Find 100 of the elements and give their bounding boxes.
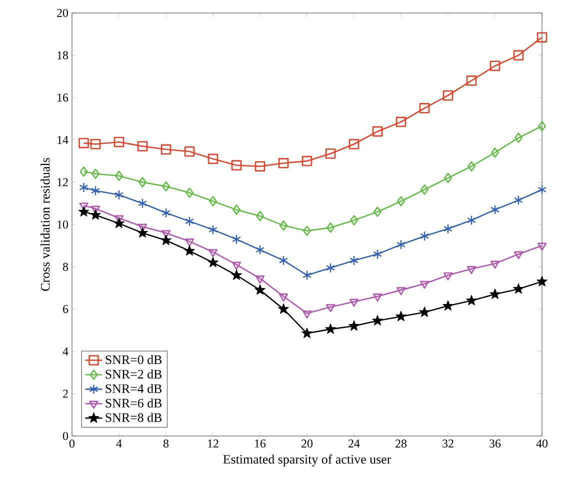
legend-label: SNR=2 dB [106,369,162,379]
y-axis-title: Cross validation residuals [40,158,50,291]
point [326,262,335,273]
legend-label: SNR=4 dB [106,384,162,394]
point [278,303,289,314]
point [162,181,170,192]
point [185,188,194,198]
point [160,234,172,246]
point [325,148,336,159]
point [514,251,524,260]
point [513,50,524,60]
point [302,226,312,236]
point [490,60,500,72]
point [208,256,218,268]
point [254,161,266,172]
x-tick-label: 20 [302,440,313,448]
point [372,126,383,137]
point [302,310,312,318]
point [466,294,477,306]
point [373,206,382,217]
y-tick-label: 14 [58,136,68,144]
point [232,234,241,244]
point [420,184,429,195]
point [396,310,406,322]
x-tick-label: 24 [348,440,360,448]
point [444,224,452,234]
point [80,166,88,177]
point [137,141,148,152]
y-tick-label: 20 [57,8,68,18]
point [372,294,382,302]
point [420,280,430,289]
x-tick-label: 12 [208,440,218,448]
y-tick-label: 8 [62,262,68,271]
x-tick-label: 8 [163,440,169,448]
point [185,216,194,226]
point [419,103,430,114]
x-tick-label: 16 [255,440,266,448]
point [302,270,312,280]
x-tick-label: 40 [536,440,548,448]
point [208,154,218,164]
point [255,276,265,284]
y-tick-label: 12 [58,178,68,186]
point [442,300,454,311]
point [91,186,100,196]
point [278,294,288,302]
point [208,249,218,258]
y-tick-label: 10 [58,220,68,229]
point [91,168,100,179]
point [419,306,430,317]
point [466,266,476,274]
point [114,218,124,228]
point [325,324,336,334]
point [513,283,524,294]
point [160,144,172,155]
point [78,138,89,148]
y-tick-label: 18 [58,51,68,60]
point [279,220,288,231]
point [373,249,382,260]
point [490,260,500,269]
point [490,288,500,299]
x-axis-title: Estimated sparsity of active user [223,454,392,466]
y-tick-label: 4 [62,347,68,356]
point [254,284,266,295]
point [208,196,218,206]
point [184,245,195,256]
point [350,255,358,266]
legend-label: SNR=8 dB [106,412,162,422]
point [536,32,548,42]
point [350,215,358,226]
point [490,147,500,158]
point [538,184,546,195]
point [90,138,101,150]
point [302,156,312,166]
x-tick-label: 28 [396,440,407,448]
point [490,204,500,215]
point [90,206,100,214]
point [161,230,171,238]
point [537,242,547,251]
point [138,224,148,232]
point [466,76,477,86]
x-tick-label: 4 [116,440,122,448]
y-tick-label: 0 [62,432,68,440]
y-tick-label: 16 [58,94,68,102]
point [444,172,452,184]
x-tick-label: 32 [442,440,454,448]
point [114,190,124,200]
point [396,287,406,296]
point [302,328,312,338]
point [138,198,147,208]
point [396,116,406,128]
x-tick-label: 36 [490,440,501,448]
point [442,90,454,101]
point [232,204,241,215]
point [538,121,546,132]
point [90,209,101,220]
point [279,255,288,266]
x-tick-label: 0 [69,440,75,448]
point [208,224,218,235]
point [138,177,147,188]
point [184,146,195,157]
